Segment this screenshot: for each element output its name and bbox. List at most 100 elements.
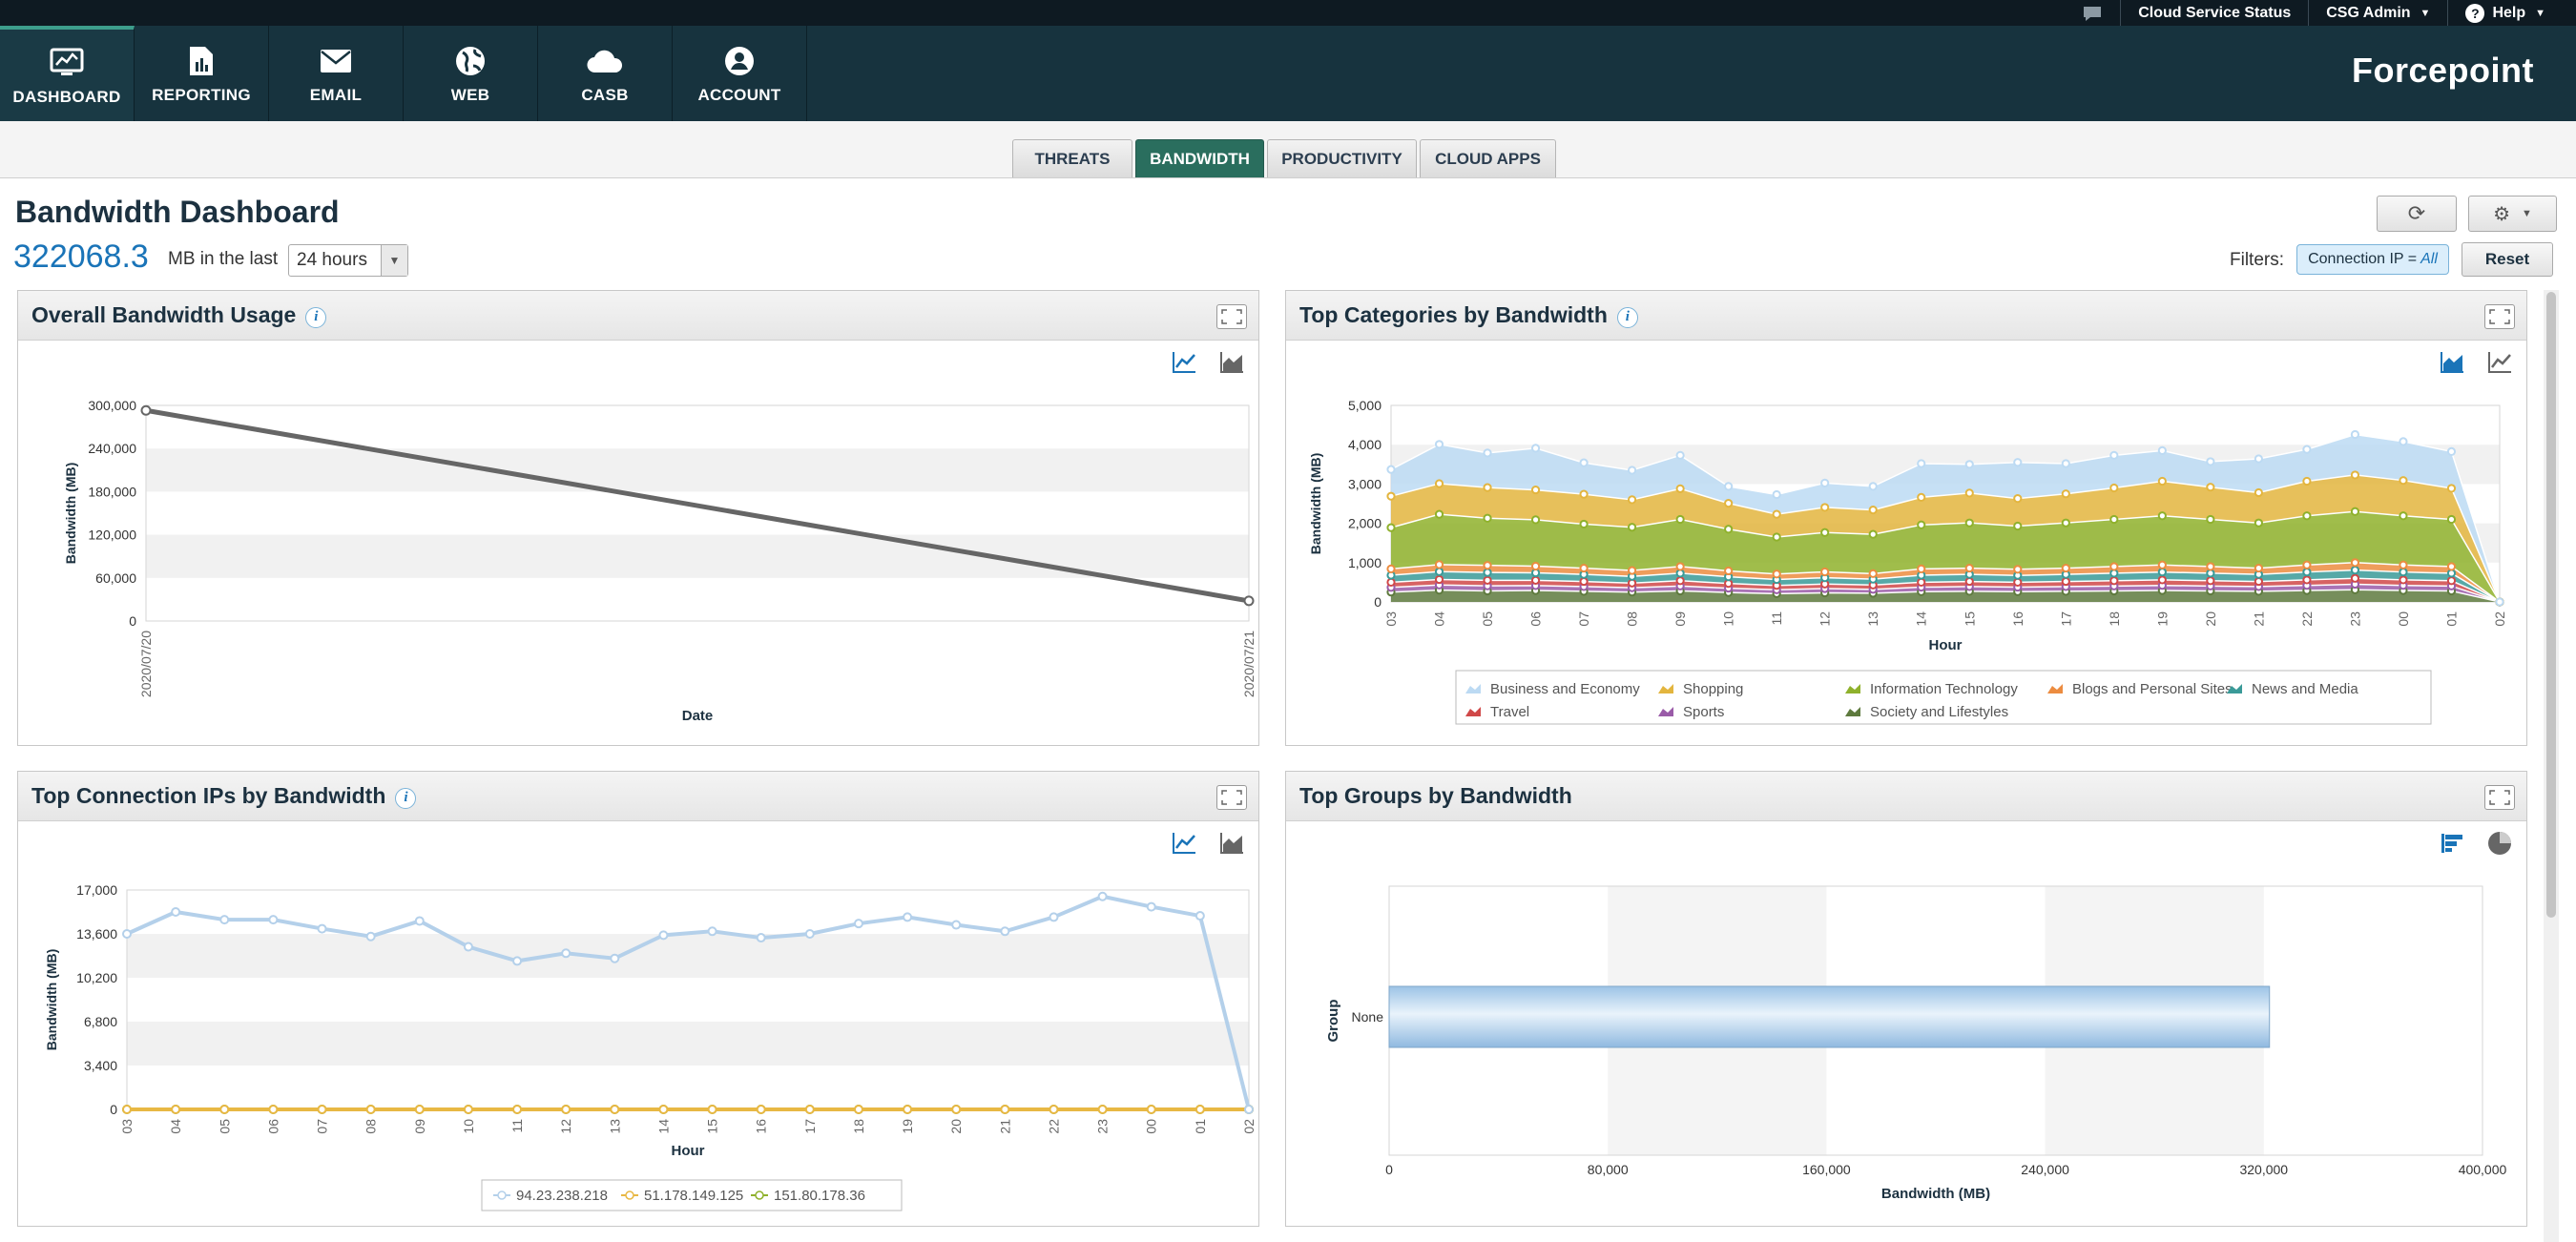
area-chart-icon[interactable] [2436, 348, 2468, 377]
pie-chart-icon[interactable] [2483, 829, 2516, 858]
nav-reporting[interactable]: REPORTING [135, 26, 269, 121]
info-icon[interactable]: i [305, 306, 327, 328]
nav-label: DASHBOARD [12, 88, 121, 106]
data-point [2399, 437, 2408, 446]
data-point [1820, 503, 1830, 512]
x-tick-label: 22 [2299, 611, 2315, 627]
data-point [1146, 901, 1156, 912]
tab-productivity[interactable]: PRODUCTIVITY [1267, 139, 1417, 177]
area-series [1391, 590, 2500, 602]
nav-email[interactable]: EMAIL [269, 26, 404, 121]
data-point [1964, 460, 1974, 469]
legend-label: Society and Lifestyles [1870, 704, 2008, 720]
expand-icon[interactable] [2484, 304, 2515, 329]
data-point [610, 1105, 620, 1114]
tab-bandwidth[interactable]: BANDWIDTH [1135, 139, 1264, 177]
panel-title: Top Connection IPs by Bandwidth i [31, 783, 417, 809]
chevron-down-icon: ▼ [2522, 208, 2532, 219]
area-series [1391, 584, 2500, 602]
nav-casb[interactable]: CASB [538, 26, 673, 121]
reset-button[interactable]: Reset [2462, 242, 2553, 277]
data-point [1917, 459, 1926, 468]
x-tick-label: 2020/07/21 [1241, 631, 1257, 697]
bar-chart-icon[interactable] [2436, 829, 2468, 858]
tab-cloud-apps[interactable]: CLOUD APPS [1420, 139, 1556, 177]
nav-dashboard[interactable]: DASHBOARD [0, 26, 135, 121]
legend-swatch [1845, 684, 1860, 693]
x-tick-label: 05 [217, 1119, 232, 1134]
data-point [1386, 577, 1396, 587]
data-point [561, 948, 571, 959]
cloud-service-status-link[interactable]: Cloud Service Status [2120, 0, 2308, 26]
data-point [1628, 523, 1637, 532]
x-tick-label: 03 [1383, 611, 1399, 627]
bar [1388, 985, 2271, 1048]
expand-icon[interactable] [2484, 785, 2515, 810]
x-tick-label: 13 [1865, 611, 1880, 627]
data-point [463, 942, 473, 952]
y-tick-label: 5,000 [1348, 398, 1381, 413]
data-point [2302, 575, 2312, 585]
data-point [171, 1105, 181, 1114]
data-point [1628, 566, 1637, 575]
area-series-line [1390, 577, 2501, 603]
data-point [2350, 470, 2360, 480]
panel-header: Top Connection IPs by Bandwidth i [18, 772, 1258, 821]
help-menu[interactable]: ? Help ▼ [2447, 0, 2563, 26]
data-point [1530, 444, 1541, 453]
data-point [2350, 507, 2360, 516]
area-series-line [1390, 510, 2501, 603]
time-range-select[interactable]: 24 hours ▼ [288, 244, 408, 277]
legend-swatch [1845, 707, 1860, 716]
data-point [2109, 562, 2119, 571]
chat-bubble-icon[interactable] [2065, 0, 2120, 26]
data-point [1483, 568, 1492, 577]
data-point [2061, 563, 2070, 573]
data-point [2399, 511, 2408, 521]
nav-web[interactable]: WEB [404, 26, 538, 121]
data-point [1772, 489, 1781, 500]
panel-header: Overall Bandwidth Usage i [18, 291, 1258, 341]
x-tick-label: 10 [461, 1119, 476, 1134]
data-point [2013, 565, 2023, 574]
expand-icon[interactable] [1216, 785, 1247, 810]
line-chart-icon[interactable] [1168, 348, 1200, 377]
legend-label: Shopping [1683, 681, 1743, 697]
x-axis-title: Hour [1929, 637, 1963, 653]
filter-connection-ip[interactable]: Connection IP = All [2296, 244, 2449, 275]
legend [1455, 670, 2432, 725]
y-tick-label: 1,000 [1348, 555, 1381, 570]
data-point [1097, 891, 1108, 901]
grid-band [127, 934, 1249, 978]
data-point [219, 915, 230, 925]
data-point [1579, 563, 1589, 573]
x-tick-label: 01 [1193, 1119, 1208, 1134]
line-chart-icon[interactable] [1168, 829, 1200, 858]
legend-label: Blogs and Personal Sites [2072, 681, 2233, 697]
data-point [2206, 562, 2215, 571]
data-point [1724, 525, 1734, 534]
area-chart-icon[interactable] [1215, 348, 1248, 377]
top-groups-chart: 0 80,000 160,000 240,000 320,000 400,000 Bandw… [1325, 885, 2507, 1202]
data-point [1386, 465, 1396, 474]
scrollbar-thumb[interactable] [2546, 292, 2556, 918]
nav-account[interactable]: ACCOUNT [673, 26, 807, 121]
user-menu[interactable]: CSG Admin ▼ [2308, 0, 2447, 26]
info-icon[interactable]: i [395, 787, 417, 809]
area-series-line [1390, 433, 2501, 603]
data-point [1820, 528, 1830, 537]
settings-button[interactable]: ⚙ ▼ [2468, 196, 2557, 232]
x-tick-label: 08 [1625, 611, 1640, 627]
data-point [1483, 561, 1492, 570]
tab-threats[interactable]: THREATS [1012, 139, 1132, 177]
data-point [1000, 1105, 1010, 1114]
info-icon[interactable]: i [1616, 306, 1638, 328]
line-chart-icon[interactable] [2483, 348, 2516, 377]
data-point [1000, 926, 1010, 937]
refresh-button[interactable]: ⟳ [2377, 196, 2457, 232]
data-point [1917, 520, 1926, 529]
area-chart-icon[interactable] [1215, 829, 1248, 858]
overall-bandwidth-chart: 0 60,000 120,000 180,000 240,000 300,000 Bandw… [63, 398, 1257, 724]
expand-icon[interactable] [1216, 304, 1247, 329]
data-point [365, 931, 376, 942]
